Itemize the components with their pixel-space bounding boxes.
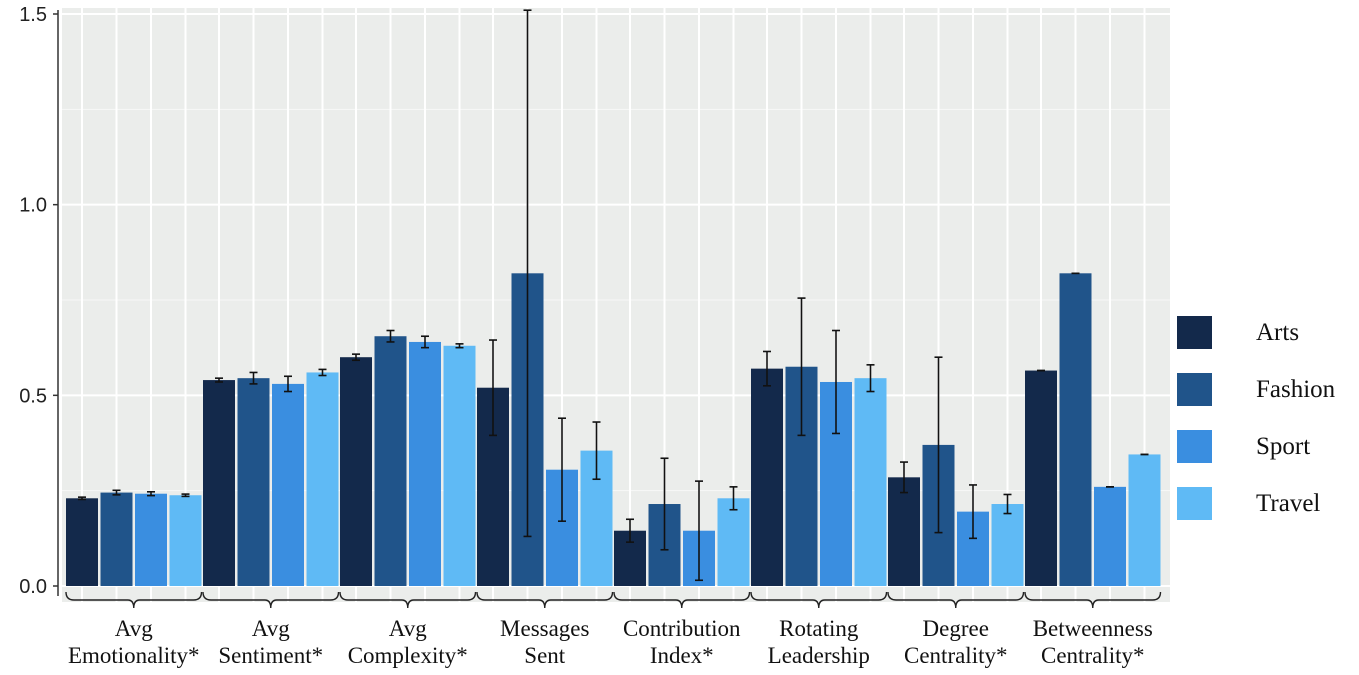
bar-fashion [100, 492, 133, 586]
category-label-line2: Index* [650, 643, 714, 668]
category-label-line1: Avg [115, 616, 153, 641]
y-tick-label: 0.5 [19, 385, 47, 407]
y-axis: 0.0 0.5 1.0 1.5 [19, 4, 59, 598]
category-brace [750, 591, 888, 609]
bars [66, 273, 1161, 586]
category-label-line2: Complexity* [348, 643, 468, 668]
legend-swatch-travel [1177, 487, 1212, 520]
y-tick-label: 1.0 [19, 195, 47, 217]
legend-swatch-sport [1177, 430, 1212, 463]
bar-fashion [1059, 273, 1092, 586]
category-label-line1: Betweenness [1033, 616, 1153, 641]
legend-swatch-fashion [1177, 373, 1212, 406]
bar-travel [991, 504, 1024, 586]
bar-fashion [237, 378, 270, 586]
bar-arts [1025, 370, 1057, 586]
category-label-line2: Leadership [768, 643, 870, 668]
category-label-line2: Sent [524, 643, 566, 668]
bar-arts [888, 477, 920, 586]
legend-label-arts: Arts [1256, 319, 1299, 346]
category-label-line1: Avg [389, 616, 427, 641]
bar-sport [272, 383, 304, 586]
category-label-line2: Emotionality* [68, 643, 200, 668]
bar-travel [169, 495, 202, 586]
category-label-line1: Contribution [623, 616, 741, 641]
category-brace [202, 591, 340, 609]
y-tick-label: 0.0 [19, 576, 47, 598]
category-label-line2: Centrality* [904, 643, 1007, 668]
bar-travel [443, 345, 476, 586]
category-label-line1: Degree [923, 616, 989, 641]
bar-travel [306, 372, 339, 586]
category-brace [476, 591, 614, 609]
category-brace [1024, 591, 1162, 609]
category-label-line1: Avg [252, 616, 290, 641]
category-label-line1: Messages [500, 616, 589, 641]
category-brace [887, 591, 1025, 609]
legend-label-fashion: Fashion [1256, 376, 1336, 403]
category-brace [613, 591, 751, 609]
legend: Arts Fashion Sport Travel [1177, 316, 1336, 520]
legend-swatch-arts [1177, 316, 1212, 349]
bar-arts [340, 357, 372, 586]
legend-label-sport: Sport [1256, 433, 1310, 460]
category-label-line1: Rotating [779, 616, 859, 641]
bar-arts [751, 368, 783, 586]
category-label-line2: Sentiment* [218, 643, 323, 668]
legend-label-travel: Travel [1256, 490, 1320, 517]
category-brace [339, 591, 477, 609]
bar-arts [66, 498, 98, 586]
bar-fashion [374, 336, 407, 586]
bar-travel [1128, 454, 1161, 586]
x-axis: AvgEmotionality*AvgSentiment*AvgComplexi… [65, 591, 1162, 668]
y-tick-label: 1.5 [19, 4, 47, 26]
bar-sport [1094, 486, 1126, 586]
bar-sport [135, 493, 167, 586]
error-bars [78, 9, 1149, 582]
category-label-line2: Centrality* [1041, 643, 1144, 668]
category-brace [65, 591, 203, 609]
bar-arts [203, 380, 235, 586]
bar-travel [717, 498, 750, 586]
bar-sport [409, 341, 441, 586]
bar-travel [854, 378, 887, 586]
